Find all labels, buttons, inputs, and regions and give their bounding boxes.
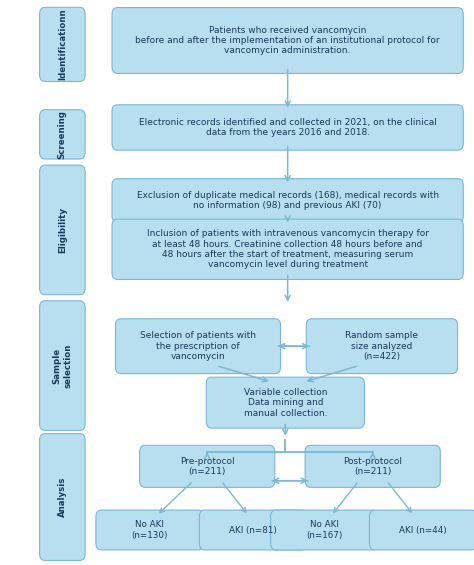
Text: Exclusion of duplicate medical records (168), medical records with
no informatio: Exclusion of duplicate medical records (… (137, 191, 439, 210)
FancyBboxPatch shape (96, 510, 203, 550)
FancyBboxPatch shape (112, 219, 463, 280)
FancyBboxPatch shape (116, 319, 281, 373)
FancyBboxPatch shape (271, 510, 378, 550)
Text: Variable collection
Data mining and
manual collection.: Variable collection Data mining and manu… (244, 388, 327, 418)
Text: AKI (n=81): AKI (n=81) (229, 525, 277, 534)
FancyBboxPatch shape (40, 301, 85, 431)
FancyBboxPatch shape (306, 319, 457, 373)
FancyBboxPatch shape (40, 7, 85, 81)
FancyBboxPatch shape (40, 165, 85, 295)
FancyBboxPatch shape (40, 434, 85, 560)
Text: Patients who received vancomycin
before and after the implementation of an insti: Patients who received vancomycin before … (136, 25, 440, 55)
FancyBboxPatch shape (112, 7, 463, 73)
FancyBboxPatch shape (370, 510, 474, 550)
Text: Screening: Screening (58, 110, 67, 159)
Text: Post-protocol
(n=211): Post-protocol (n=211) (343, 457, 402, 476)
Text: No AKI
(n=167): No AKI (n=167) (306, 520, 343, 540)
FancyBboxPatch shape (112, 105, 463, 150)
Text: Selection of patients with
the prescription of
vancomycin: Selection of patients with the prescript… (140, 331, 256, 361)
FancyBboxPatch shape (305, 445, 440, 488)
Text: Electronic records identified and collected in 2021, on the clinical
data from t: Electronic records identified and collec… (139, 118, 437, 137)
Text: Analysis: Analysis (58, 477, 67, 517)
Text: Pre-protocol
(n=211): Pre-protocol (n=211) (180, 457, 235, 476)
FancyBboxPatch shape (206, 377, 365, 428)
Text: Sample
selection: Sample selection (53, 344, 72, 388)
Text: Identificationn: Identificationn (58, 8, 67, 80)
Text: Inclusion of patients with intravenous vancomycin therapy for
at least 48 hours.: Inclusion of patients with intravenous v… (146, 229, 428, 270)
Text: AKI (n=44): AKI (n=44) (400, 525, 447, 534)
FancyBboxPatch shape (200, 510, 307, 550)
Text: Random sample
size analyzed
(n=422): Random sample size analyzed (n=422) (346, 331, 419, 361)
FancyBboxPatch shape (140, 445, 275, 488)
FancyBboxPatch shape (40, 110, 85, 159)
FancyBboxPatch shape (112, 179, 463, 223)
Text: No AKI
(n=130): No AKI (n=130) (131, 520, 168, 540)
Text: Eligibility: Eligibility (58, 207, 67, 253)
